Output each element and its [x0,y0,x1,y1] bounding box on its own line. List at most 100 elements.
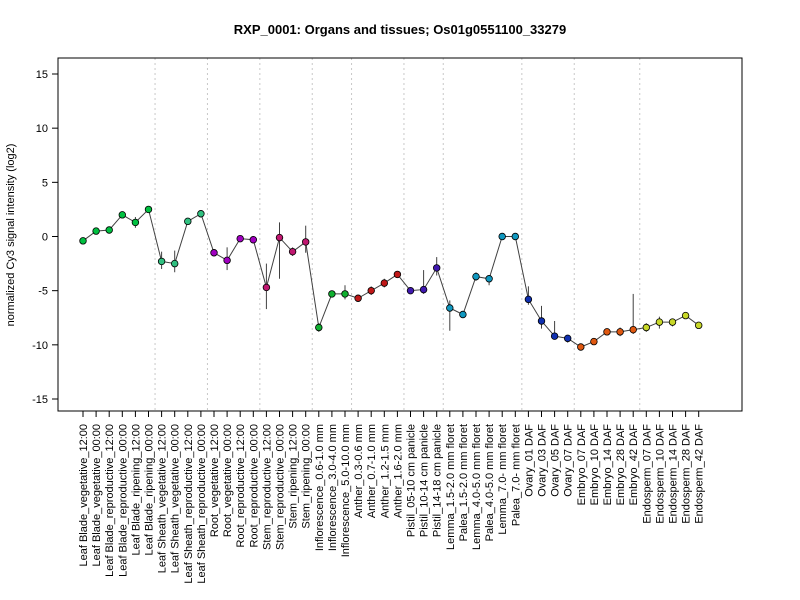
x-tick-label: Embryo_10 DAF [589,424,601,506]
y-tick-label: 5 [42,177,48,189]
x-tick-label: Leaf Blade_ripening_12:00 [130,424,142,556]
series-line [82,208,699,348]
x-tick-label: Palea_1.5-2.0 mm floret [458,424,470,541]
data-point [616,328,624,336]
data-point [524,295,533,304]
data-point [459,310,467,319]
x-tick-label: Endosperm_42 DAF [694,424,706,524]
x-tick-label: Leaf Sheath_reproductive_00:00 [196,424,208,584]
x-tick-label: Anther_1.6-2.0 mm [392,424,404,518]
data-point [485,275,493,283]
data-point [446,304,454,312]
data-point [367,286,375,295]
data-point [577,343,585,351]
x-tick-label: Endosperm_28 DAF [681,424,693,524]
data-point [131,218,140,227]
x-tick-label: Embryo_07 DAF [576,424,588,506]
data-point [695,321,703,330]
data-point [668,318,677,326]
x-tick-label: Lemma_7.0- mm floret [497,424,509,535]
x-tick-label: Pistil_14-18 cm panicle [432,424,444,537]
x-tick-label: Stem_ripening_00:00 [301,424,313,529]
data-point [511,232,519,241]
data-point [197,210,205,218]
x-tick-label: Leaf Blade_reproductive_00:00 [117,424,129,577]
data-point [79,237,87,245]
data-point [603,328,611,336]
data-point [275,233,284,242]
data-point [92,227,100,235]
x-tick-label: Anther_0.3-0.6 mm [353,424,365,518]
data-point [590,337,598,346]
axis-layer: -15 -10 -5 0 5 10 15 Leaf Blade_vegetative_12:0… [32,69,706,584]
x-tick-label: Leaf Blade_ripening_00:00 [144,424,156,556]
x-tick-label: Leaf Blade_vegetative_12:00 [78,424,90,567]
x-tick-label: Leaf Sheath_vegetative_12:00 [157,424,169,573]
x-tick-label: Pistil_10-14 cm panicle [419,424,431,537]
data-point [629,325,637,334]
data-point [380,279,388,287]
data-point [498,232,506,241]
x-tick-label: Stem_ripening_12:00 [288,424,300,529]
data-point [354,294,362,302]
x-tick-label: Root_reproductive_12:00 [235,424,247,548]
data-point [315,323,323,332]
y-axis-label: normalized Cy3 signal intensity (log2) [5,144,17,327]
data-point [393,270,402,279]
data-point [157,257,166,266]
data-point [406,286,415,295]
data-point [341,290,349,298]
x-tick-label: Palea_7.0- mm floret [510,424,522,526]
series-layer [79,205,703,351]
x-tick-label: Leaf Sheath_vegetative_00:00 [170,424,182,573]
chart-title: RXP_0001: Organs and tissues; Os01g05511… [234,22,566,37]
x-tick-label: Leaf Blade_reproductive_12:00 [104,424,116,577]
data-point [236,234,244,243]
x-tick-label: Ovary_05 DAF [550,424,562,497]
x-tick-label: Embryo_42 DAF [628,424,640,506]
data-point [472,272,480,281]
data-point [642,323,650,332]
x-tick-label: Inflorescence_5.0-10.0 mm [340,424,352,557]
data-point [681,311,690,320]
plot-frame [57,57,743,412]
x-tick-label: Stem_reproductive_00:00 [275,424,287,550]
data-point [118,211,126,219]
x-tick-label: Root_vegetative_00:00 [222,424,234,537]
x-tick-label: Anther_0.7-1.0 mm [366,424,378,518]
y-tick-label: 0 [42,232,48,244]
x-tick-label: Inflorescence_0.6-1.0 mm [314,424,326,551]
x-tick-label: Anther_1.2-1.5 mm [379,424,391,518]
data-point [419,285,428,294]
data-point [433,264,441,272]
x-tick-label: Lemma_4.0-5.0 mm floret [471,424,483,550]
x-tick-label: Ovary_03 DAF [537,424,549,497]
x-tick-label: Ovary_07 DAF [563,424,575,497]
y-tick-label: 10 [36,123,48,135]
data-point [564,334,572,343]
data-point [105,226,113,234]
data-point [262,283,271,292]
data-point [144,205,153,214]
y-tick-label: -15 [32,394,48,406]
x-tick-label: Leaf Sheath_reproductive_12:00 [183,424,195,584]
y-tick-label: -5 [38,286,48,298]
x-tick-label: Root_reproductive_00:00 [248,424,260,548]
data-point [537,317,546,325]
data-point [223,256,231,265]
data-point [550,332,559,340]
grid-layer [154,58,641,411]
x-tick-label: Root_vegetative_12:00 [209,424,221,537]
data-point [288,247,297,256]
data-point [184,217,192,226]
x-tick-label: Stem_reproductive_12:00 [261,424,273,550]
data-point [302,238,310,246]
data-point [170,259,179,268]
x-tick-label: Leaf Blade_vegetative_00:00 [91,424,103,567]
x-tick-label: Endosperm_14 DAF [668,424,680,524]
x-tick-label: Ovary_01 DAF [523,424,535,497]
data-point [249,236,257,244]
x-tick-label: Inflorescence_3.0-4.0 mm [327,424,339,551]
x-tick-label: Pistil_05-10 cm panicle [406,424,418,537]
